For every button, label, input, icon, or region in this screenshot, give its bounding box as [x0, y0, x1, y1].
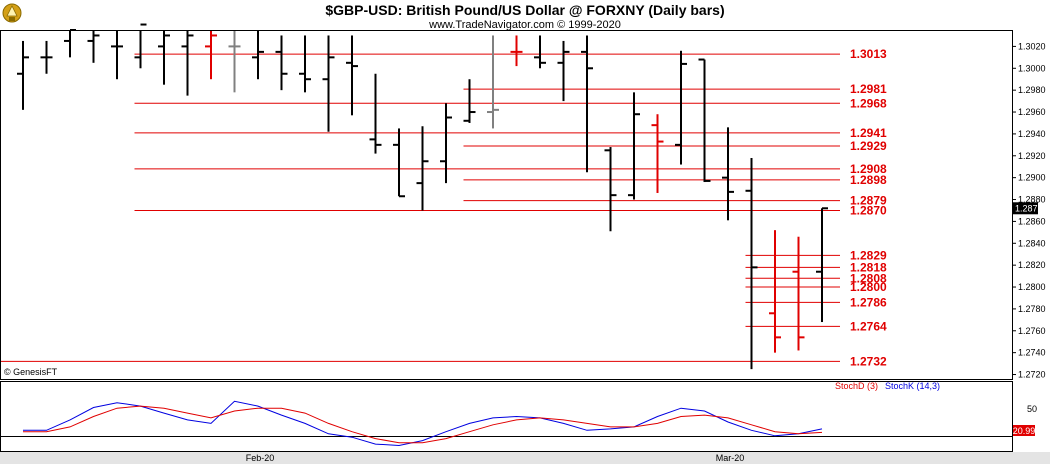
last-price-label: 1.2872 — [1015, 203, 1043, 213]
level-label-1.3013: 1.3013 — [850, 47, 887, 61]
level-label-1.2818: 1.2818 — [850, 260, 887, 274]
ohlc-bar-21 — [510, 35, 523, 67]
genesis-logo-icon — [2, 3, 22, 23]
y-tick-label-15: 1.2720 — [1018, 370, 1046, 380]
stoch-tick-50: 50 — [1027, 404, 1037, 414]
y-tick-label-11: 1.2800 — [1018, 282, 1046, 292]
ohlc-bar-2 — [64, 29, 76, 58]
ohlc-bar-15 — [369, 73, 382, 154]
x-tick-feb: Feb-20 — [246, 453, 275, 463]
ohlc-bar-7 — [181, 31, 194, 96]
date-axis-band — [0, 452, 1050, 464]
level-label-1.2929: 1.2929 — [850, 139, 887, 153]
ohlc-bar-16 — [393, 128, 405, 198]
y-tick-label-4: 1.2940 — [1018, 129, 1046, 139]
ohlc-bar-19 — [463, 79, 476, 123]
level-label-1.2829: 1.2829 — [850, 248, 887, 262]
x-tick-mar: Mar-20 — [716, 453, 745, 463]
level-label-1.2870: 1.2870 — [850, 203, 887, 217]
ohlc-bar-20 — [487, 35, 499, 129]
y-tick-label-2: 1.2980 — [1018, 85, 1046, 95]
y-tick-label-9: 1.2840 — [1018, 238, 1046, 248]
level-label-1.2908: 1.2908 — [850, 162, 887, 176]
ohlc-bar-23 — [557, 40, 570, 102]
ohlc-bar-31 — [745, 157, 758, 370]
level-label-1.2786: 1.2786 — [850, 295, 887, 309]
y-tick-label-14: 1.2740 — [1018, 348, 1046, 358]
level-label-1.2968: 1.2968 — [850, 96, 887, 110]
stoch-panel-frame — [0, 381, 1013, 452]
ohlc-bar-13 — [322, 35, 335, 132]
last-price-box — [1013, 202, 1038, 215]
stoch-last-value-box — [1013, 425, 1035, 436]
level-label-1.2732: 1.2732 — [850, 354, 887, 368]
ohlc-bar-29 — [698, 58, 711, 183]
y-tick-label-8: 1.2860 — [1018, 216, 1046, 226]
level-label-1.2981: 1.2981 — [850, 82, 887, 96]
y-tick-label-0: 1.3020 — [1018, 41, 1046, 51]
stochk-legend: StochK (14,3) — [885, 381, 940, 391]
y-tick-label-7: 1.2880 — [1018, 195, 1046, 205]
level-label-1.2898: 1.2898 — [850, 173, 887, 187]
ohlc-bar-0 — [17, 40, 29, 110]
chart-title: $GBP-USD: British Pound/US Dollar @ FORX… — [325, 2, 724, 18]
y-tick-label-3: 1.2960 — [1018, 107, 1046, 117]
ohlc-bar-18 — [440, 103, 452, 184]
y-tick-label-1: 1.3000 — [1018, 63, 1046, 73]
y-tick-label-13: 1.2760 — [1018, 326, 1046, 336]
ohlc-bar-5 — [134, 23, 147, 69]
ohlc-bar-24 — [581, 35, 593, 173]
ohlc-bar-3 — [87, 31, 100, 63]
stoch-line-1 — [23, 405, 823, 444]
y-tick-label-5: 1.2920 — [1018, 151, 1046, 161]
ohlc-bar-27 — [651, 114, 664, 193]
y-tick-label-6: 1.2900 — [1018, 173, 1046, 183]
ohlc-bar-12 — [299, 35, 311, 93]
ohlc-bar-26 — [628, 92, 640, 200]
level-label-1.2764: 1.2764 — [850, 319, 887, 333]
ohlc-bar-22 — [534, 35, 546, 69]
stoch-last-value: 20.99 — [1013, 426, 1036, 436]
ohlc-bar-25 — [604, 147, 617, 232]
ohlc-bar-34 — [816, 207, 828, 323]
ohlc-bar-17 — [416, 126, 429, 211]
ohlc-bar-28 — [675, 50, 687, 165]
ohlc-bar-11 — [275, 35, 288, 91]
y-tick-label-12: 1.2780 — [1018, 304, 1046, 314]
ohlc-bar-6 — [158, 31, 170, 85]
level-label-1.2800: 1.2800 — [850, 280, 887, 294]
level-label-1.2941: 1.2941 — [850, 126, 887, 140]
stoch-line-0 — [23, 400, 823, 447]
level-label-1.2879: 1.2879 — [850, 194, 887, 208]
ohlc-bar-9 — [228, 31, 241, 93]
ohlc-bar-33 — [792, 236, 805, 351]
copyright-label: © GenesisFT — [4, 367, 58, 377]
stochd-legend: StochD (3) — [835, 381, 878, 391]
ohlc-bar-10 — [252, 31, 264, 80]
chart-subtitle: www.TradeNavigator.com © 1999-2020 — [428, 19, 621, 31]
price-panel-frame — [0, 30, 1013, 380]
ohlc-bar-4 — [111, 31, 123, 80]
ohlc-bar-8 — [205, 31, 217, 80]
level-label-1.2808: 1.2808 — [850, 271, 887, 285]
y-tick-label-10: 1.2820 — [1018, 260, 1046, 270]
ohlc-bar-14 — [346, 35, 358, 116]
ohlc-bar-30 — [722, 127, 734, 221]
ohlc-bar-32 — [769, 230, 781, 353]
ohlc-bar-1 — [40, 40, 53, 74]
